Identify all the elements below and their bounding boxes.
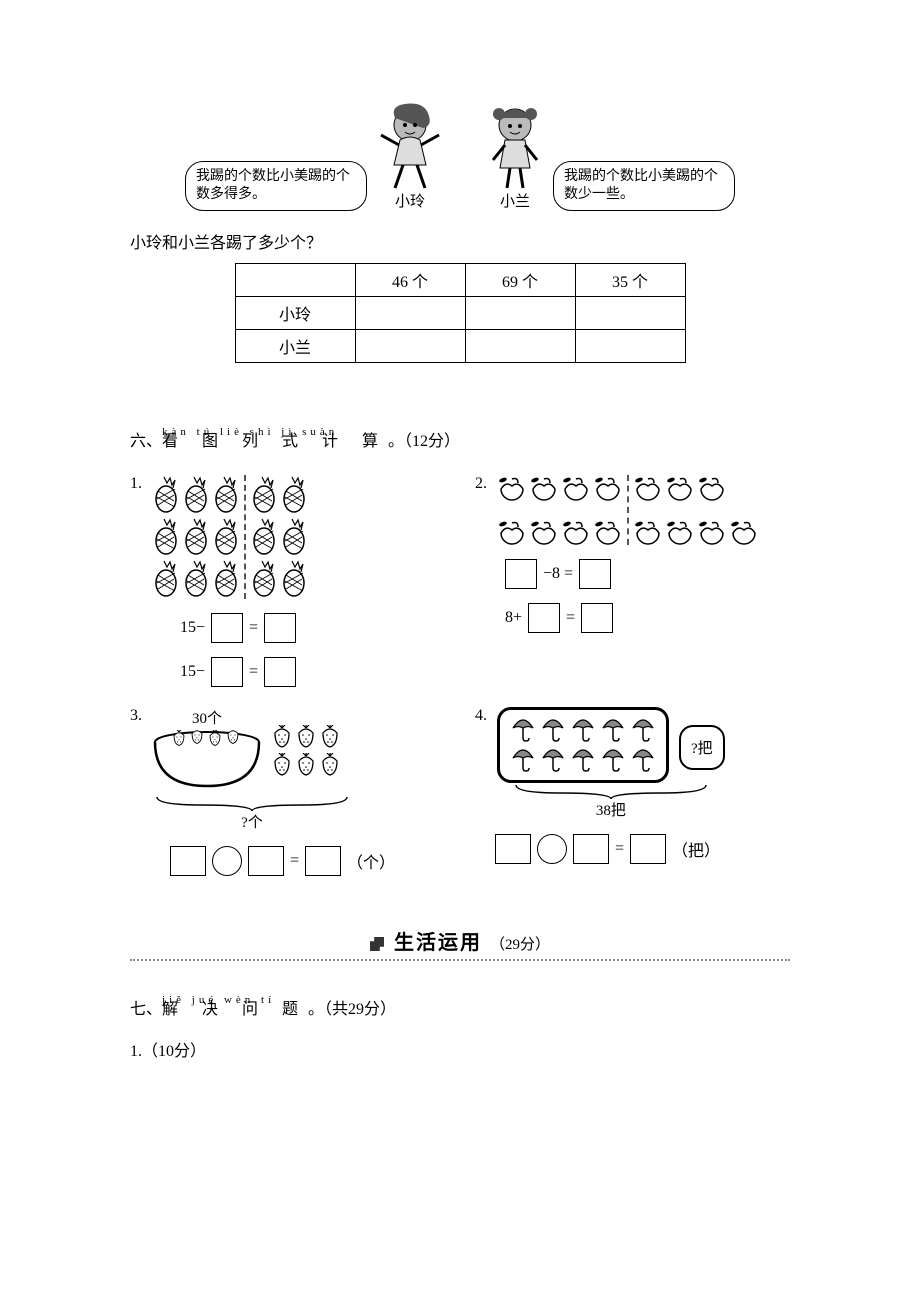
speech-bubble-right: 我踢的个数比小美踢的个数少一些。 — [553, 161, 735, 211]
blank-input[interactable] — [264, 657, 296, 687]
umbrella-box — [497, 707, 669, 783]
table-cell[interactable] — [575, 297, 685, 330]
table-cell[interactable] — [575, 330, 685, 363]
section7-title: 七、 jiě jué wèn tí 解 决 问 题 。（共29分） — [130, 991, 790, 1019]
p3-number: 3. — [130, 707, 148, 725]
section-icon — [370, 937, 384, 951]
life-header-points: （29分） — [490, 937, 550, 953]
p4-unit: （把） — [672, 837, 720, 861]
blank-input[interactable] — [495, 834, 531, 864]
problem-4: 4. ?把 38把 = （把） — [475, 707, 790, 876]
blank-input[interactable] — [630, 834, 666, 864]
operator-blank[interactable] — [537, 834, 567, 864]
blank-input[interactable] — [581, 603, 613, 633]
speech-bubble-left: 我踢的个数比小美踢的个数多得多。 — [185, 161, 367, 211]
table-header-cell: 35 个 — [575, 264, 685, 297]
blank-input[interactable] — [170, 846, 206, 876]
blank-input[interactable] — [505, 559, 537, 589]
p2-number: 2. — [475, 475, 493, 493]
table-row-label: 小兰 — [235, 330, 355, 363]
blank-input[interactable] — [573, 834, 609, 864]
table-row: 小玲 — [235, 297, 685, 330]
p4-brace-label: 38把 — [497, 799, 725, 820]
p2-eq2-mid: = — [566, 609, 575, 627]
blank-input[interactable] — [264, 613, 296, 643]
section6-suffix: 。（12分） — [388, 433, 460, 450]
speech-row: 我踢的个数比小美踢的个数多得多。 小玲 — [130, 100, 790, 211]
blank-input[interactable] — [579, 559, 611, 589]
blank-input[interactable] — [211, 657, 243, 687]
bowl-icon — [152, 730, 262, 790]
section7-prefix: 七、 — [130, 1001, 162, 1018]
apple-grid — [497, 475, 759, 545]
table-header-row: 46 个 69 个 35 个 — [235, 264, 685, 297]
char-left-label: 小玲 — [395, 190, 425, 211]
p2-eq2-lead: 8+ — [505, 609, 522, 627]
guess-table: 46 个 69 个 35 个 小玲 小兰 — [235, 263, 686, 363]
p1-eq1-mid: = — [249, 619, 258, 637]
section6-title: 六、 kàn tú liè shì jì suàn 看 图 列 式 计 算 。（… — [130, 423, 790, 451]
section6-pinyin: kàn tú liè shì jì suàn — [162, 427, 388, 438]
table-header-cell — [235, 264, 355, 297]
problem-3: 3. 30个 — [130, 707, 445, 876]
problem-2: 2. −8 = 8+ = — [475, 475, 790, 687]
speech-right-unit: 小兰 我踢的个数比小美踢的个数少一些。 — [485, 100, 735, 211]
qmark-box: ?把 — [679, 725, 725, 770]
girl-left-icon — [375, 100, 445, 190]
speech-left-unit: 我踢的个数比小美踢的个数多得多。 小玲 — [185, 100, 445, 211]
table-cell[interactable] — [465, 297, 575, 330]
p1-number: 1. — [130, 475, 148, 493]
p1-eq2-lead: 15− — [180, 663, 205, 681]
table-cell[interactable] — [355, 330, 465, 363]
section6-prefix: 六、 — [130, 433, 162, 450]
blank-input[interactable] — [211, 613, 243, 643]
life-section-header: 生活运用 （29分） — [130, 926, 790, 961]
section7-suffix: 。（共29分） — [308, 1001, 396, 1018]
p4-number: 4. — [475, 707, 493, 725]
table-cell[interactable] — [355, 297, 465, 330]
p1-eq1-lead: 15− — [180, 619, 205, 637]
blank-input[interactable] — [305, 846, 341, 876]
operator-blank[interactable] — [212, 846, 242, 876]
p3-unit: （个） — [347, 849, 395, 873]
bowl-label: 30个 — [152, 707, 262, 728]
table-row: 小兰 — [235, 330, 685, 363]
life-header-title: 生活运用 — [394, 932, 482, 954]
char-right-label: 小兰 — [500, 190, 530, 211]
pineapple-grid — [152, 475, 308, 599]
table-header-cell: 69 个 — [465, 264, 575, 297]
q7-1-label: 1.（10分） — [130, 1037, 790, 1061]
blank-input[interactable] — [248, 846, 284, 876]
p3-brace-label: ?个 — [152, 811, 352, 832]
table-header-cell: 46 个 — [355, 264, 465, 297]
p1-eq2-mid: = — [249, 663, 258, 681]
blank-input[interactable] — [528, 603, 560, 633]
section7-pinyin: jiě jué wèn tí — [162, 995, 308, 1006]
table-row-label: 小玲 — [235, 297, 355, 330]
problem-1: 1. 15− = 15− = — [130, 475, 445, 687]
table-cell[interactable] — [465, 330, 575, 363]
strawberry-loose-grid — [272, 725, 340, 777]
p2-eq1-mid: −8 = — [543, 565, 573, 583]
girl-right-icon — [485, 100, 545, 190]
question-text: 小玲和小兰各踢了多少个？ — [130, 229, 790, 253]
